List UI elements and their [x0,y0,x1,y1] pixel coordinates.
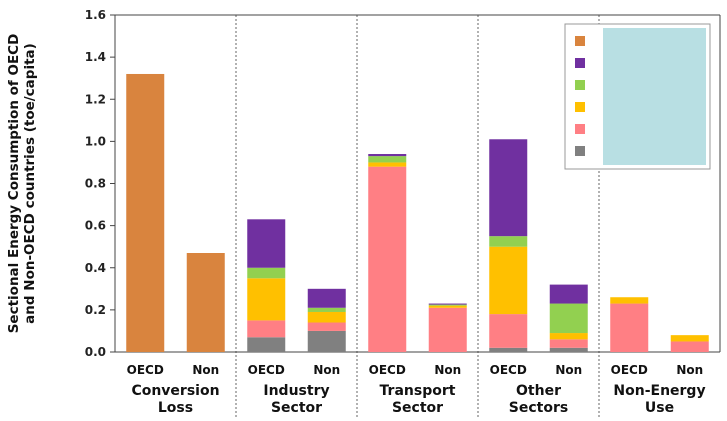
y-axis-label: Sectional Energy Consumption of OECD and … [6,34,38,334]
x-tick-label: Non [192,363,219,377]
x-tick-label: Non [676,363,703,377]
bars [126,73,709,352]
x-tick-label: OECD [127,363,164,377]
bar-segment [247,267,286,279]
y-axis-label-line: Sectional Energy Consumption of OECD [6,34,22,334]
x-tick-label: Non [313,363,340,377]
group-label: Sector [392,400,443,416]
legend-swatch [575,102,585,112]
x-tick-label: OECD [490,363,527,377]
x-axis: OECD Non OECD Non OECD Non OECD Non OECD Non Conve… [127,363,706,416]
bar-segment [489,246,528,315]
bar-segment [368,156,407,163]
x-tick-label: OECD [369,363,406,377]
bar-segment [428,303,467,305]
x-tick-label: Non [434,363,461,377]
bar-segment [549,339,588,348]
bar-segment [549,347,588,352]
bar-segment [247,320,286,338]
group-label: Sectors [509,400,568,416]
group-label: Sector [271,400,322,416]
group-label: Other [516,383,561,399]
bar-segment [549,284,588,304]
bar-segment [670,335,709,342]
group-label: Industry [263,383,329,399]
legend-swatch [575,36,585,46]
bar-segment [670,341,709,352]
group-label: Use [645,400,674,416]
bar-segment [247,278,286,321]
y-tick-label: 1.6 [85,8,106,22]
y-tick-label: 1.2 [85,92,106,106]
group-label: Conversion [131,383,219,399]
y-tick-label: 0.4 [85,261,106,275]
bar-segment [307,288,346,308]
bar-segment [610,297,649,304]
bar-segment [428,307,467,352]
legend-swatch [575,124,585,134]
bar-segment [489,314,528,348]
bar-segment [368,162,407,167]
bar-segment [368,166,407,352]
y-tick-label: 1.4 [85,50,106,64]
bar-segment [126,73,165,352]
legend-swatch [575,146,585,156]
legend [564,23,711,170]
legend-swatch [575,80,585,90]
bar-segment [186,253,225,352]
bar-segment [610,303,649,352]
bar-segment [307,307,346,312]
bar-segment [307,330,346,352]
y-axis-label-line: and Non-OECD countries (toe/capita) [22,43,38,324]
bar-segment [307,322,346,331]
y-tick-label: 1.0 [85,134,106,148]
x-tick-label: OECD [611,363,648,377]
y-tick-label: 0.0 [85,345,106,359]
x-tick-label: OECD [248,363,285,377]
bar-segment [247,337,286,352]
legend-cover [603,28,706,165]
x-tick-label: Non [555,363,582,377]
group-label: Loss [158,400,193,416]
legend-swatch [575,58,585,68]
bar-segment [428,305,467,308]
bar-segment [549,303,588,334]
bar-segment [489,139,528,237]
y-tick-label: 0.2 [85,303,106,317]
bar-segment [489,236,528,247]
bar-segment [549,333,588,340]
bar-segment [247,219,286,268]
y-tick-label: 0.6 [85,219,106,233]
group-label: Transport [380,383,456,399]
bar-segment [489,347,528,352]
bar-segment [428,304,467,306]
bar-segment [307,311,346,323]
group-label: Non-Energy [613,383,705,399]
group-separators [235,15,600,417]
bar-segment [368,154,407,157]
y-tick-label: 0.8 [85,177,106,191]
